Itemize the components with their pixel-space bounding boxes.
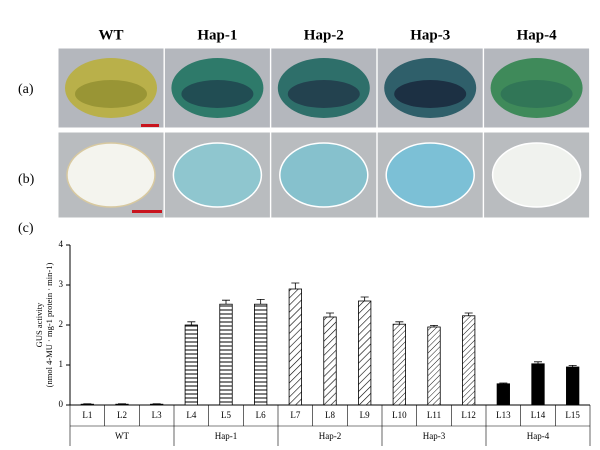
panel-label: (c): [18, 221, 34, 236]
error-bar: [360, 296, 369, 301]
error-bar: [256, 299, 265, 305]
x-tick-label: L3: [152, 410, 162, 420]
y-tick-label: 4: [59, 239, 64, 249]
bar: [288, 288, 302, 406]
x-tick-label: L9: [360, 410, 370, 420]
bar: [115, 403, 129, 406]
error-bar: [395, 321, 404, 325]
column-header: Hap-1: [197, 27, 237, 43]
y-tick-label: 0: [59, 399, 64, 409]
scale-bar: [141, 124, 159, 127]
cross-section: [172, 142, 263, 208]
error-bar: [568, 365, 577, 367]
photo-panels: WT Hap-1 Hap-2 Hap-3 Hap-4 (a) (b) (c): [18, 27, 591, 236]
bar: [150, 403, 164, 406]
group-label: Hap-1: [215, 431, 238, 441]
y-axis-label: GUS activity: [34, 302, 44, 347]
x-tick-label: L6: [256, 410, 266, 420]
x-tick-label: L13: [496, 410, 511, 420]
x-tick-label: L15: [565, 410, 580, 420]
x-tick-label: L10: [392, 410, 407, 420]
column-header: Hap-2: [304, 27, 344, 43]
x-tick-label: L1: [82, 410, 92, 420]
seed-shade: [181, 80, 254, 108]
column-header: WT: [98, 27, 123, 43]
y-tick-label: 1: [59, 359, 64, 369]
error-bar: [499, 382, 508, 384]
bar: [392, 323, 406, 406]
x-tick-label: L5: [221, 410, 231, 420]
x-tick-label: L14: [531, 410, 546, 420]
y-axis-label: (nmol 4-MU · mg-1 protein · min-1): [44, 263, 54, 388]
seed-shade: [287, 80, 360, 108]
y-tick-label: 2: [59, 319, 64, 329]
error-bar: [430, 325, 438, 327]
bar: [531, 363, 545, 406]
error-bar: [187, 321, 196, 325]
x-tick-label: L7: [290, 410, 300, 420]
column-header: Hap-3: [410, 27, 450, 43]
seed-shade: [394, 80, 467, 108]
x-tick-label: L8: [325, 410, 335, 420]
bar-chart: 0 1 2 3 4 GUS activity (nmol 4-MU · mg-1 prote…: [34, 239, 591, 446]
bar: [566, 366, 580, 406]
y-tick-label: 3: [59, 279, 64, 289]
bar: [358, 300, 372, 406]
error-bar: [291, 282, 300, 289]
x-tick-label: L11: [427, 410, 441, 420]
scale-bar: [132, 210, 162, 213]
bar: [496, 383, 510, 406]
cross-section: [491, 142, 582, 208]
error-bar: [464, 312, 473, 316]
seed-shade: [75, 80, 147, 108]
bar: [462, 315, 476, 406]
panel-label: (b): [18, 172, 35, 187]
group-label: Hap-2: [319, 431, 342, 441]
error-bar: [534, 361, 542, 364]
error-bar: [222, 299, 230, 305]
group-label: WT: [115, 431, 129, 441]
cross-section: [66, 142, 156, 208]
bar: [184, 324, 198, 406]
column-header: Hap-4: [517, 27, 558, 43]
bar: [80, 403, 94, 406]
x-tick-label: L2: [117, 410, 127, 420]
group-label: Hap-3: [423, 431, 446, 441]
seed-shade: [500, 80, 573, 108]
error-bar: [326, 312, 334, 317]
x-tick-label: L12: [461, 410, 476, 420]
bar: [254, 303, 268, 406]
bar: [427, 326, 441, 406]
group-label: Hap-4: [527, 431, 550, 441]
bar: [323, 316, 337, 406]
x-tick-label: L4: [186, 410, 196, 420]
cross-section: [279, 142, 369, 208]
cross-section: [385, 142, 475, 208]
panel-label: (a): [18, 82, 34, 97]
bar: [219, 303, 233, 406]
